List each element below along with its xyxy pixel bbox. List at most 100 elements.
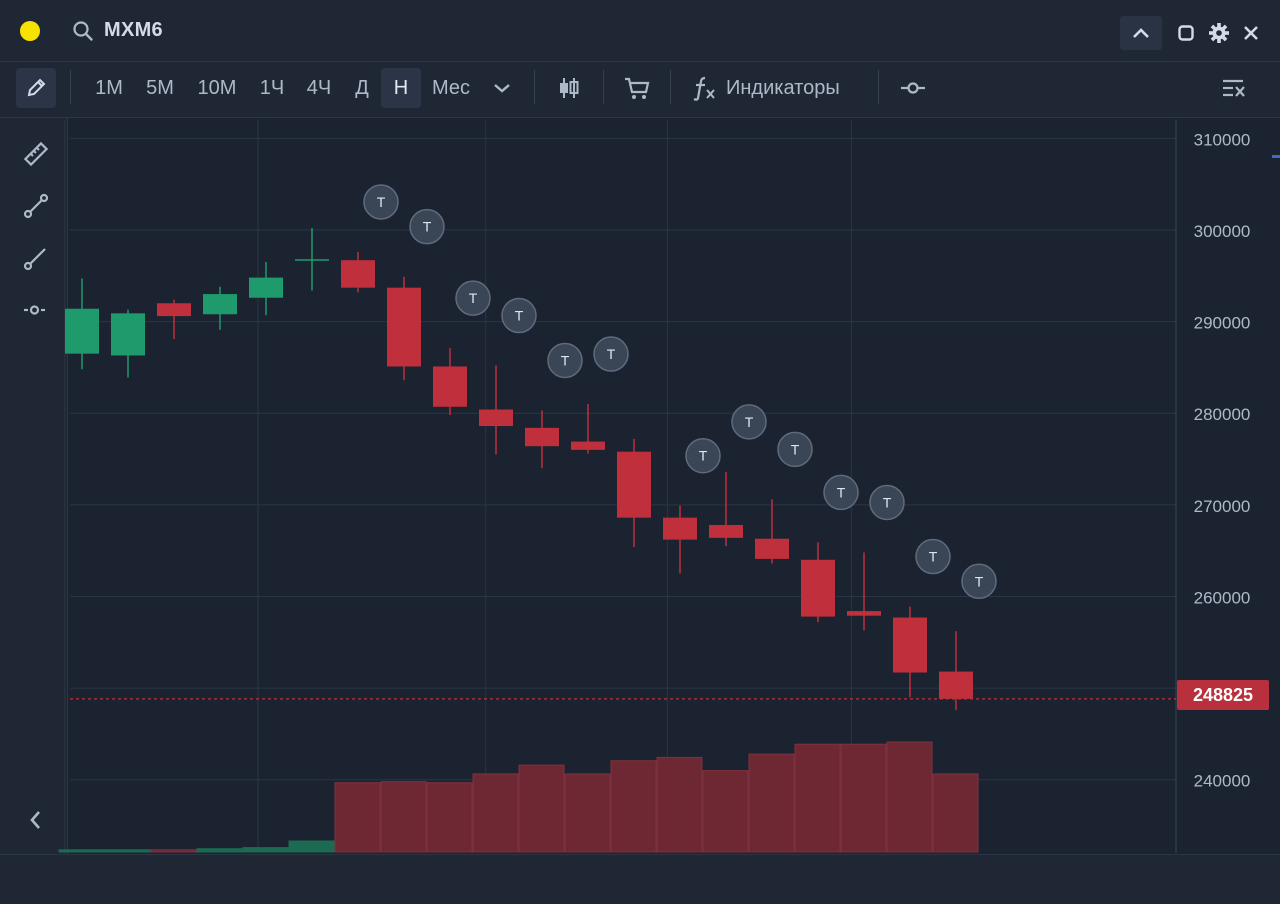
trade-button[interactable]	[616, 68, 658, 108]
candle-body	[387, 287, 421, 367]
candle	[709, 471, 743, 547]
volume-bar	[426, 782, 473, 853]
volume-bar	[242, 847, 289, 853]
event-marker-circle	[731, 404, 767, 440]
event-marker: T	[823, 474, 859, 511]
event-marker: T	[869, 484, 905, 521]
ticker-symbol[interactable]: MXM6	[104, 19, 163, 41]
event-marker-label: T	[423, 219, 432, 235]
collapse-button[interactable]	[1120, 16, 1162, 50]
clear-list-icon	[1223, 79, 1245, 97]
maximize-button[interactable]	[1174, 16, 1198, 50]
cart-icon	[625, 77, 650, 99]
candle	[111, 309, 145, 378]
timeframe-1m[interactable]: 1М	[95, 76, 123, 99]
chart-type-button[interactable]	[548, 68, 590, 108]
pencil-icon	[27, 78, 46, 97]
candle-body	[65, 308, 99, 354]
volume-bar	[564, 773, 611, 853]
candle-body	[341, 260, 375, 288]
volume-bar	[886, 741, 933, 853]
event-marker: T	[961, 563, 997, 600]
candle	[525, 410, 559, 469]
timeframe-week[interactable]: Н	[381, 68, 421, 108]
ray-tool[interactable]	[20, 242, 52, 274]
volume-bar	[196, 848, 243, 853]
event-marker-circle	[547, 342, 583, 379]
indicators-button[interactable]: Индикаторы	[690, 68, 860, 108]
volume-bar	[104, 849, 151, 853]
candle-body	[157, 303, 191, 317]
separator	[70, 70, 71, 104]
timeframe-month[interactable]: Мес	[431, 76, 470, 99]
event-marker-circle	[869, 484, 905, 521]
candle-body	[617, 451, 651, 518]
chevron-down-icon	[494, 84, 510, 93]
event-marker-circle	[593, 336, 629, 372]
clear-drawings-button[interactable]	[1214, 68, 1254, 108]
candlestick-icon	[560, 78, 579, 98]
compare-button[interactable]	[894, 68, 932, 108]
event-marker: T	[685, 437, 721, 474]
function-icon	[693, 76, 715, 101]
candle-body	[847, 611, 881, 616]
color-indicator[interactable]	[20, 21, 40, 41]
event-marker-circle	[915, 538, 951, 575]
event-marker: T	[731, 404, 767, 440]
event-marker-label: T	[561, 352, 570, 368]
timeframe-dropdown[interactable]	[486, 68, 518, 108]
scroll-indicator	[1272, 155, 1280, 158]
title-bar: MXM6	[0, 0, 1280, 62]
settings-button[interactable]	[1206, 16, 1232, 50]
separator	[603, 70, 604, 104]
volume-bar	[932, 773, 979, 853]
candle	[341, 251, 375, 293]
event-marker-circle	[501, 297, 537, 334]
separator	[534, 70, 535, 104]
event-marker-label: T	[745, 414, 754, 430]
ruler-tool[interactable]	[20, 138, 52, 170]
close-button[interactable]	[1238, 16, 1264, 50]
candlesticks	[65, 228, 973, 711]
event-marker-circle	[455, 280, 491, 316]
candle-body	[111, 313, 145, 356]
timeframe-10m[interactable]: 10М	[197, 76, 237, 99]
volume-bar	[288, 840, 335, 853]
price-tick-label: 310000	[1194, 130, 1251, 149]
event-marker: T	[363, 184, 399, 220]
candle-body	[295, 259, 329, 261]
search-icon[interactable]	[72, 20, 94, 42]
event-marker-circle	[961, 563, 997, 600]
horizontal-line-tool[interactable]	[20, 294, 52, 326]
price-tick-label: 280000	[1194, 405, 1251, 424]
timeframe-day[interactable]: Д	[355, 76, 369, 99]
event-marker-label: T	[837, 484, 846, 500]
event-marker: T	[915, 538, 951, 575]
timeframe-5m[interactable]: 5М	[146, 76, 174, 99]
collapse-panel-button[interactable]	[20, 804, 52, 836]
candle	[663, 505, 697, 574]
last-price-tag: 248825	[1177, 680, 1269, 710]
drawing-tools-button[interactable]	[16, 68, 56, 108]
trend-line-icon	[23, 193, 49, 219]
event-marker-label: T	[515, 308, 524, 324]
timeframe-4h[interactable]: 4Ч	[306, 76, 332, 99]
event-marker: T	[455, 280, 491, 316]
candle-body	[479, 409, 513, 427]
trend-line-tool[interactable]	[20, 190, 52, 222]
horizontal-line-icon	[24, 305, 45, 315]
timeframe-1h[interactable]: 1Ч	[259, 76, 285, 99]
volume-bar	[702, 770, 749, 853]
volume-bar	[610, 760, 657, 853]
chart-toolbar: 1М 5М 10М 1Ч 4Ч Д Н Мес Индикаторы	[0, 62, 1280, 118]
candle-body	[249, 277, 283, 298]
candle	[801, 542, 835, 623]
candle	[433, 348, 467, 416]
volume-bar	[380, 781, 427, 853]
event-markers: T T T T T T T T T T T T T	[363, 184, 997, 600]
candle	[893, 606, 927, 698]
event-marker-label: T	[607, 346, 616, 362]
event-marker: T	[501, 297, 537, 334]
candle	[387, 276, 421, 381]
